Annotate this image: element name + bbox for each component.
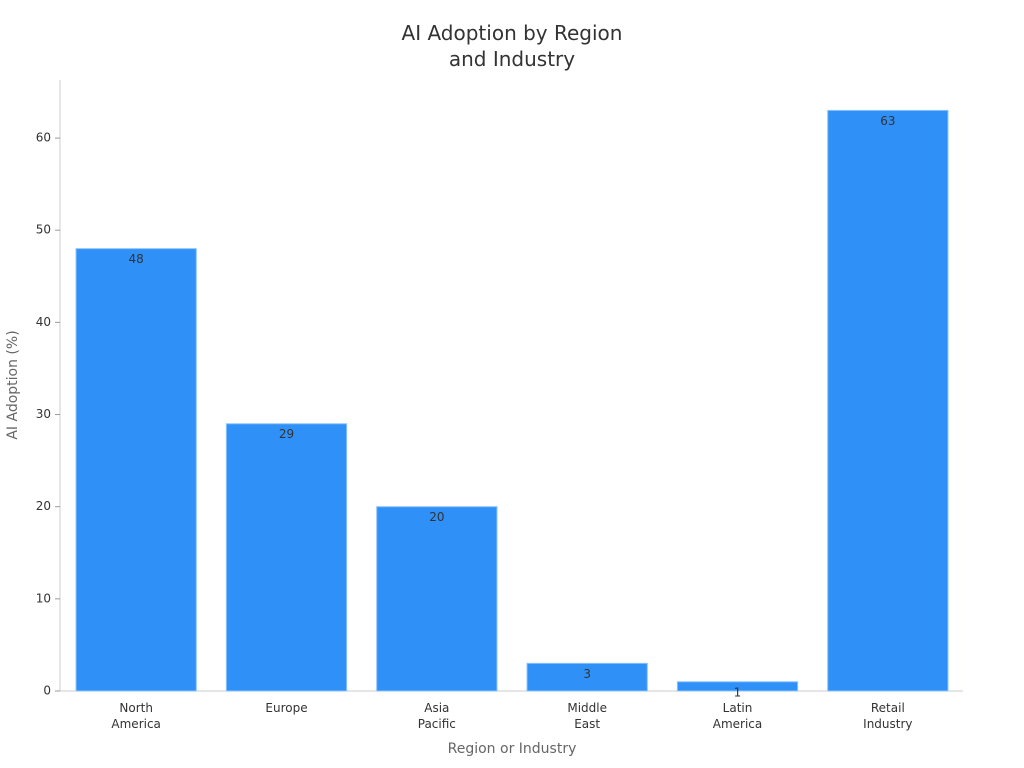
y-tick-label: 20 xyxy=(36,499,51,513)
y-tick-label: 10 xyxy=(36,591,51,605)
x-tick-label: Latin America xyxy=(712,701,763,731)
bar xyxy=(526,662,648,692)
data-label: 63 xyxy=(880,114,895,128)
data-label: 3 xyxy=(583,667,591,681)
y-tick-label: 60 xyxy=(36,131,51,145)
x-tick-label: Retail Industry xyxy=(863,701,913,731)
y-tick-label: 0 xyxy=(43,684,51,698)
bar xyxy=(827,109,949,692)
bar xyxy=(376,506,498,692)
x-tick-label: North America xyxy=(111,701,161,731)
x-axis-label: Region or Industry xyxy=(447,741,577,757)
data-label: 20 xyxy=(429,510,444,524)
y-tick-label: 50 xyxy=(36,223,51,237)
data-label: 48 xyxy=(129,252,144,266)
chart-title: AI Adoption by Region and Industry xyxy=(401,21,623,71)
data-label: 1 xyxy=(734,685,742,699)
x-tick-label: Europe xyxy=(265,701,308,715)
x-tick-label: Asia Pacific xyxy=(417,701,456,731)
data-label: 29 xyxy=(279,427,294,441)
y-tick-label: 30 xyxy=(36,407,51,421)
y-tick-label: 40 xyxy=(36,315,51,329)
bar xyxy=(676,681,799,692)
x-tick-label: Middle East xyxy=(567,701,607,731)
bar xyxy=(225,423,348,692)
bar xyxy=(75,248,197,692)
y-axis-label: AI Adoption (%) xyxy=(5,330,21,439)
